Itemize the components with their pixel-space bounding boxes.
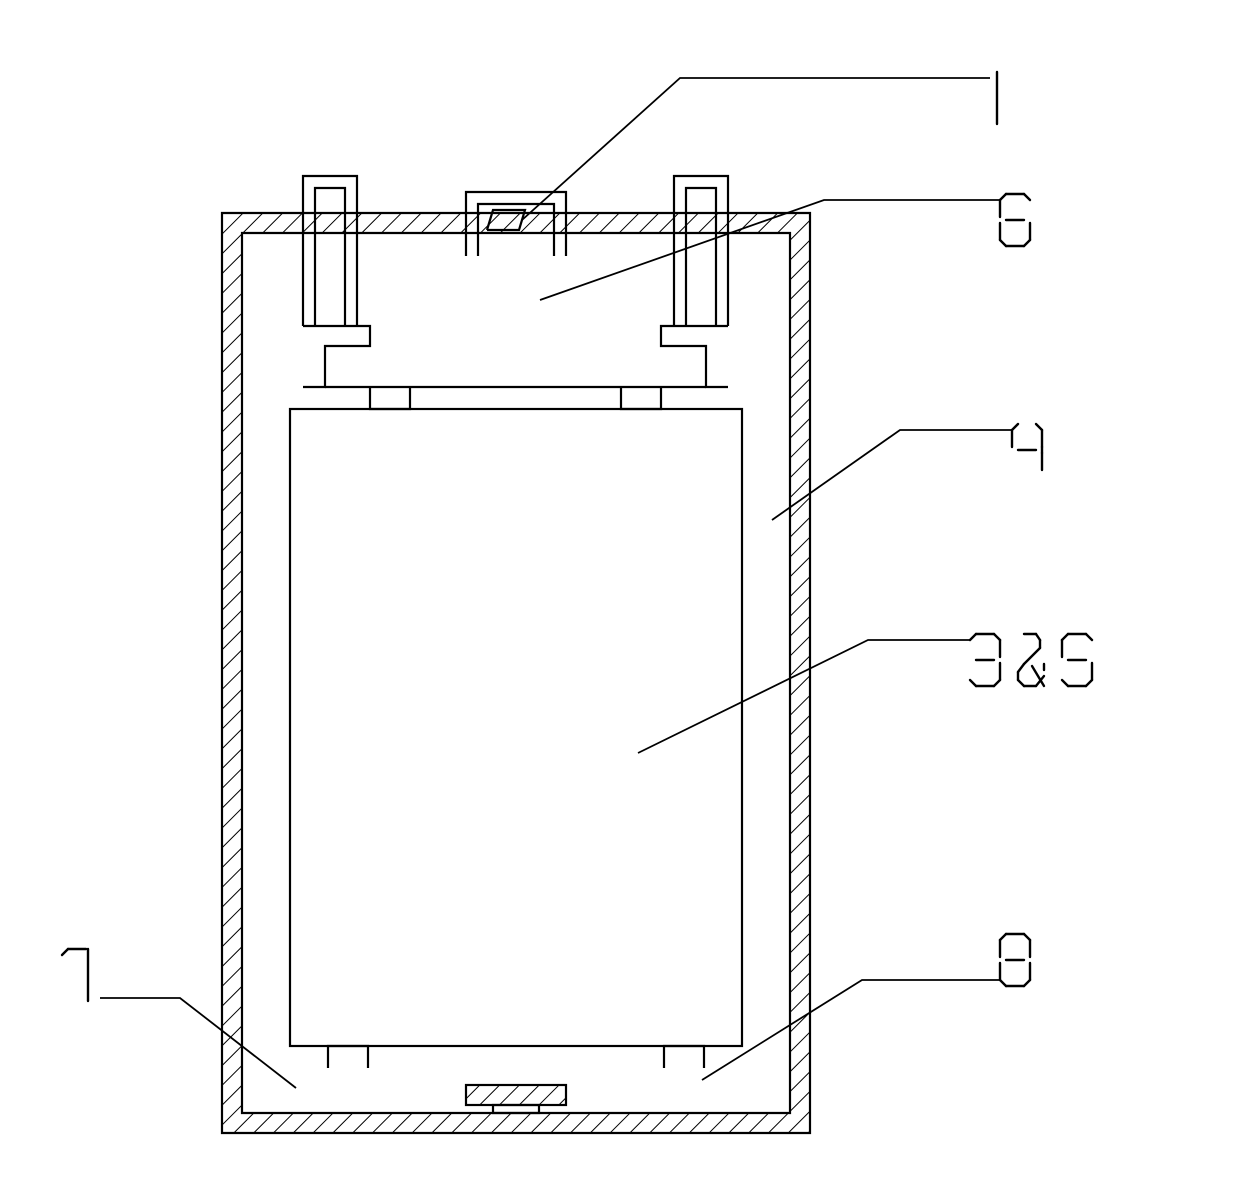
label-4 <box>1012 424 1042 470</box>
technical-diagram <box>0 0 1240 1186</box>
leader-1 <box>522 78 990 220</box>
label-7 <box>62 949 88 1001</box>
outer-shell <box>222 213 810 1133</box>
label-6 <box>1000 194 1030 246</box>
leader-8 <box>702 980 1000 1080</box>
label-3&5 <box>970 634 1092 686</box>
core-rect <box>290 409 742 1046</box>
drawing-group <box>222 176 810 1133</box>
leader-7 <box>100 998 296 1088</box>
label-8 <box>1000 934 1030 986</box>
